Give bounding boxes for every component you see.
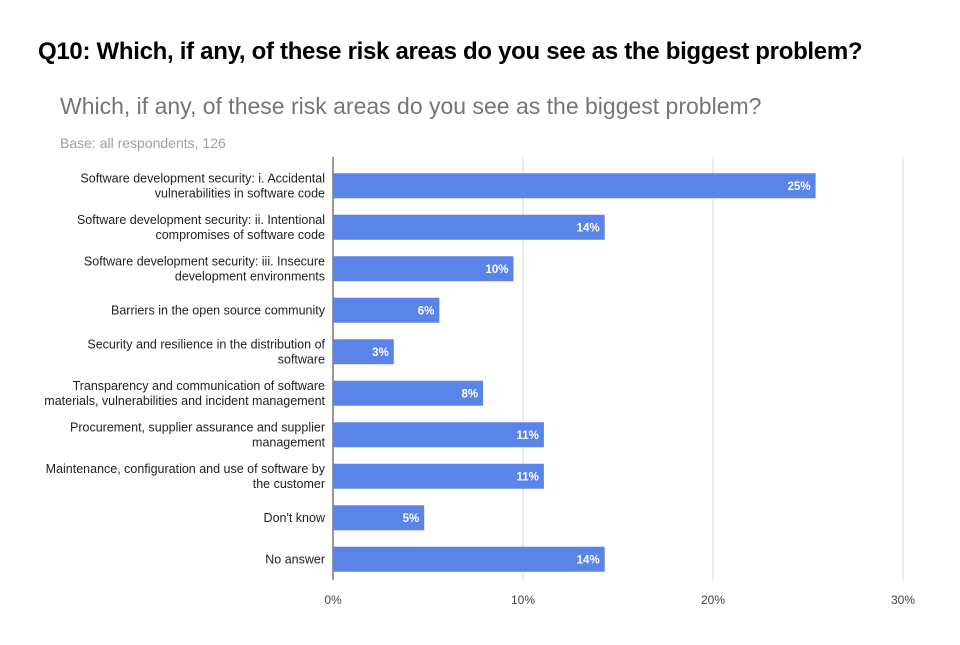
category-label: Software development security: i. Accide…	[80, 171, 325, 200]
category-label-line: materials, vulnerabilities and incident …	[44, 394, 325, 408]
bar	[333, 339, 394, 365]
category-label-line: management	[252, 435, 325, 449]
category-labels: Software development security: i. Accide…	[44, 171, 326, 566]
category-label-line: Software development security: iii. Inse…	[84, 254, 325, 268]
category-label: Transparency and communication of softwa…	[44, 379, 325, 408]
bars: 25% 14% 10% 6% 3% 8% 11% 11% 5% 14%	[333, 173, 816, 572]
bar	[333, 422, 544, 448]
category-label: Security and resilience in the distribut…	[87, 337, 325, 366]
category-label-line: Procurement, supplier assurance and supp…	[70, 420, 325, 434]
category-label-line: software	[278, 352, 325, 366]
category-label-line: Software development security: i. Accide…	[80, 171, 325, 185]
chart-title: Which, if any, of these risk areas do yo…	[60, 93, 761, 119]
category-label-line: No answer	[265, 552, 325, 566]
page-heading: Q10: Which, if any, of these risk areas …	[38, 38, 863, 65]
category-label: Maintenance, configuration and use of so…	[46, 462, 326, 491]
category-label-line: Maintenance, configuration and use of so…	[46, 462, 326, 476]
bar-value-label: 5%	[403, 513, 420, 525]
x-tick-label: 30%	[891, 593, 915, 607]
bar	[333, 546, 605, 572]
bar-value-label: 6%	[418, 305, 435, 317]
bar-value-label: 14%	[577, 554, 600, 566]
bar	[333, 214, 605, 240]
category-label-line: Barriers in the open source community	[111, 303, 326, 317]
bar	[333, 463, 544, 489]
category-label: Don't know	[264, 511, 326, 525]
category-label-line: vulnerabilities in software code	[155, 186, 325, 200]
bar	[333, 256, 514, 282]
x-tick-label: 10%	[511, 593, 535, 607]
bar-value-label: 8%	[461, 388, 478, 400]
category-label-line: Security and resilience in the distribut…	[87, 337, 325, 351]
bar-value-label: 11%	[517, 430, 539, 442]
category-label: Procurement, supplier assurance and supp…	[70, 420, 326, 449]
bar	[333, 297, 440, 323]
category-label: Barriers in the open source community	[111, 303, 326, 317]
x-tick-label: 20%	[701, 593, 725, 607]
category-label: Software development security: ii. Inten…	[77, 213, 325, 242]
bar	[333, 380, 484, 406]
category-label-line: development environments	[175, 269, 325, 283]
category-label-line: compromises of software code	[155, 228, 325, 242]
category-label-line: the customer	[253, 477, 325, 491]
x-tick-label: 0%	[324, 593, 342, 607]
category-label-line: Software development security: ii. Inten…	[77, 213, 325, 227]
bar-value-label: 10%	[485, 264, 508, 276]
bar-value-label: 11%	[517, 471, 539, 483]
bar	[333, 505, 425, 531]
x-axis-ticks: 0% 10% 20% 30%	[324, 593, 915, 607]
chart-subtitle: Base: all respondents, 126	[60, 135, 226, 151]
category-label: No answer	[265, 552, 325, 566]
bar-value-label: 25%	[788, 181, 811, 193]
category-label: Software development security: iii. Inse…	[84, 254, 325, 283]
bar	[333, 173, 816, 199]
category-label-line: Don't know	[264, 511, 326, 525]
category-label-line: Transparency and communication of softwa…	[73, 379, 325, 393]
bar-value-label: 14%	[577, 222, 600, 234]
bar-value-label: 3%	[372, 347, 389, 359]
